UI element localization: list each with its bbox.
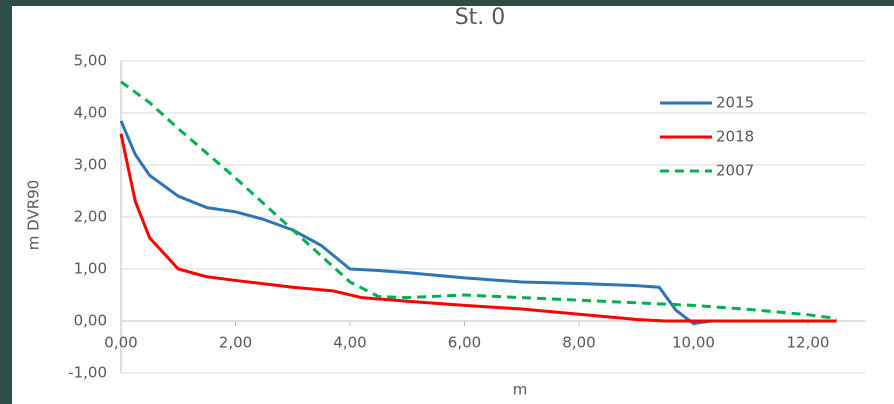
x-tick-label: 8,00 xyxy=(562,334,595,352)
x-tick-label: 2,00 xyxy=(219,334,252,352)
series-line xyxy=(120,80,837,320)
legend-label: 2007 xyxy=(716,162,754,180)
chart-area xyxy=(12,6,894,404)
legend-label: 2015 xyxy=(716,94,754,112)
y-tick-label: 5,00 xyxy=(74,52,107,70)
x-tick-label: 4,00 xyxy=(333,334,366,352)
y-tick-label: -1,00 xyxy=(68,364,107,382)
y-tick-label: 1,00 xyxy=(74,260,107,278)
legend-label: 2018 xyxy=(716,128,754,146)
y-tick-label: 0,00 xyxy=(74,312,107,330)
x-tick-label: 10,00 xyxy=(672,334,715,352)
series-line xyxy=(119,120,837,326)
y-tick-label: 4,00 xyxy=(74,104,107,122)
x-tick-label: 12,00 xyxy=(787,334,830,352)
chart-title: St. 0 xyxy=(455,5,506,30)
series-line xyxy=(119,133,837,323)
x-tick-label: 0,00 xyxy=(104,334,137,352)
y-tick-label: 2,00 xyxy=(74,208,107,226)
y-tick-label: 3,00 xyxy=(74,156,107,174)
x-axis-label: m xyxy=(513,381,528,399)
x-tick-label: 6,00 xyxy=(448,334,481,352)
y-axis-label: m DVR90 xyxy=(25,180,43,250)
